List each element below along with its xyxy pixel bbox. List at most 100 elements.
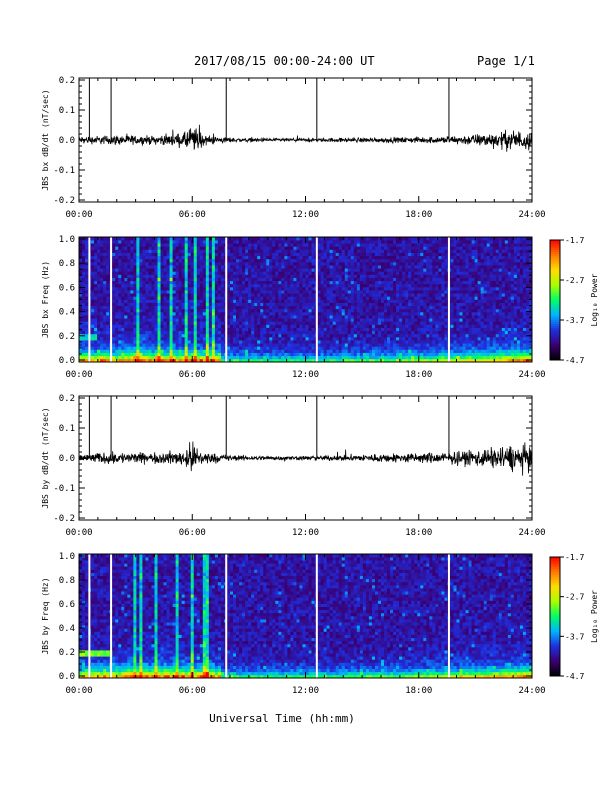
spectrogram-cell <box>166 308 170 313</box>
spectrogram-cell <box>151 330 155 335</box>
spectrogram-cell <box>275 290 279 294</box>
spectrogram-cell <box>136 296 140 300</box>
spectrogram-cell <box>260 315 264 319</box>
spectrogram-cell <box>136 283 140 288</box>
spectrogram-cell <box>347 280 352 285</box>
spectrogram-cell <box>362 330 367 335</box>
spectrogram-cell <box>362 327 367 332</box>
spectrogram-cell <box>79 293 83 297</box>
spectrogram-cell <box>112 355 116 360</box>
spectrogram-cell <box>332 249 336 253</box>
spectrogram-cell <box>411 337 415 341</box>
spectrogram-cell <box>405 299 409 303</box>
spectrogram-cell <box>362 346 367 350</box>
spectrogram-cell <box>100 299 104 303</box>
spectrogram-cell <box>381 340 385 344</box>
spectrogram-cell <box>326 271 330 275</box>
spectrogram-cell <box>97 299 101 303</box>
spectrogram-cell <box>124 337 128 341</box>
spectrogram-cell <box>233 330 237 335</box>
spectrogram-cell <box>399 324 403 328</box>
spectrogram-cell <box>374 287 379 291</box>
spectrogram-cell <box>82 255 86 260</box>
spectrogram-cell <box>390 324 394 328</box>
spectrogram-cell <box>338 283 343 288</box>
spectrogram-cell <box>275 349 279 353</box>
spectrogram-cell <box>136 333 140 338</box>
spectrogram-cell <box>272 258 276 263</box>
spectrogram-cell <box>154 337 158 341</box>
spectrogram-cell <box>287 358 291 363</box>
spectrogram-cell <box>91 358 95 363</box>
spectrogram-cell <box>82 249 86 253</box>
spectrogram-cell <box>236 280 240 285</box>
spectrogram-cell <box>368 240 373 244</box>
spectrogram-cell <box>175 246 179 250</box>
spectrogram-cell <box>248 340 252 344</box>
spectrogram-cell <box>199 324 204 328</box>
spectrogram-cell <box>411 283 415 288</box>
spectrogram-cell <box>239 358 243 363</box>
spectrogram-cell <box>405 277 409 282</box>
spectrogram-cell <box>399 283 403 288</box>
spectrogram-cell <box>112 237 116 241</box>
spectrogram-cell <box>387 274 391 278</box>
spectrogram-cell <box>402 337 406 341</box>
spectrogram-cell <box>444 302 448 307</box>
spectrogram-cell <box>130 243 134 247</box>
spectrogram-cell <box>233 324 237 328</box>
spectrogram-cell <box>127 302 131 307</box>
spectrogram-cell <box>438 299 442 303</box>
spectrogram-cell <box>130 321 134 325</box>
spectrogram-cell <box>175 274 179 278</box>
spectrogram-cell <box>254 355 258 360</box>
spectrogram-cell <box>230 333 234 338</box>
spectrogram-cell <box>124 318 128 322</box>
spectrogram-cell <box>175 299 179 303</box>
spectrogram-cell <box>175 324 179 328</box>
spectrogram-cell <box>239 324 243 328</box>
spectrogram-cell <box>296 330 300 335</box>
spectrogram-cell <box>356 290 361 294</box>
spectrogram-cell <box>365 352 370 357</box>
spectrogram-cell <box>329 305 333 310</box>
spectrogram-cell <box>350 262 355 266</box>
spectrogram-cell <box>393 277 397 282</box>
spectrogram-cell <box>435 315 439 319</box>
spectrogram-cell <box>199 346 204 350</box>
spectrogram-cell <box>217 308 222 313</box>
spectrogram-cell <box>396 337 400 341</box>
spectrogram-cell <box>347 312 352 316</box>
spectrogram-cell <box>103 240 107 244</box>
spectrogram-cell <box>374 330 379 335</box>
spectrogram-cell <box>384 274 388 278</box>
spectrogram-cell <box>341 337 346 341</box>
spectrogram-cell <box>148 337 152 341</box>
spectrogram-cell <box>402 249 406 253</box>
spectrogram-cell <box>187 346 192 350</box>
spectrogram-cell <box>402 265 406 269</box>
spectrogram-cell <box>317 352 321 357</box>
spectrogram-cell <box>272 333 276 338</box>
spectrogram-cell <box>94 287 98 291</box>
spectrogram-cell <box>254 258 258 263</box>
spectrogram-cell <box>127 268 131 272</box>
spectrogram-cell <box>272 274 276 278</box>
spectrogram-cell <box>402 358 406 363</box>
spectrogram-cell <box>417 255 421 260</box>
spectrogram-cell <box>359 333 364 338</box>
spectrogram-cell <box>184 296 189 300</box>
spectrogram-cell <box>214 330 219 335</box>
spectrogram-cell <box>217 352 222 357</box>
spectrogram-cell <box>362 340 367 344</box>
spectrogram-cell <box>441 327 445 332</box>
spectrogram-cell <box>293 237 297 241</box>
spectrogram-cell <box>196 312 201 316</box>
spectrogram-cell <box>254 255 258 260</box>
spectrogram-cell <box>374 333 379 338</box>
spectrogram-cell <box>317 302 321 307</box>
spectrogram-cell <box>91 268 95 272</box>
spectrogram-cell <box>148 258 152 263</box>
spectrogram-cell <box>94 343 98 347</box>
spectrogram-cell <box>335 327 340 332</box>
